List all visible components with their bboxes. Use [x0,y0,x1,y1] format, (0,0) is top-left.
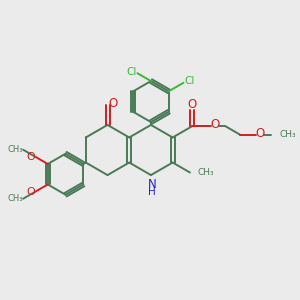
Text: O: O [255,127,265,140]
Text: Cl: Cl [126,67,136,76]
Text: CH₃: CH₃ [8,145,23,154]
Text: O: O [27,187,35,196]
Text: CH₃: CH₃ [198,168,214,177]
Text: N: N [148,178,157,191]
Text: CH₃: CH₃ [280,130,296,139]
Text: O: O [188,98,197,111]
Text: H: H [148,187,156,196]
Text: O: O [108,97,117,110]
Text: CH₃: CH₃ [8,194,23,203]
Text: Cl: Cl [184,76,195,86]
Text: O: O [27,152,35,162]
Text: O: O [211,118,220,131]
